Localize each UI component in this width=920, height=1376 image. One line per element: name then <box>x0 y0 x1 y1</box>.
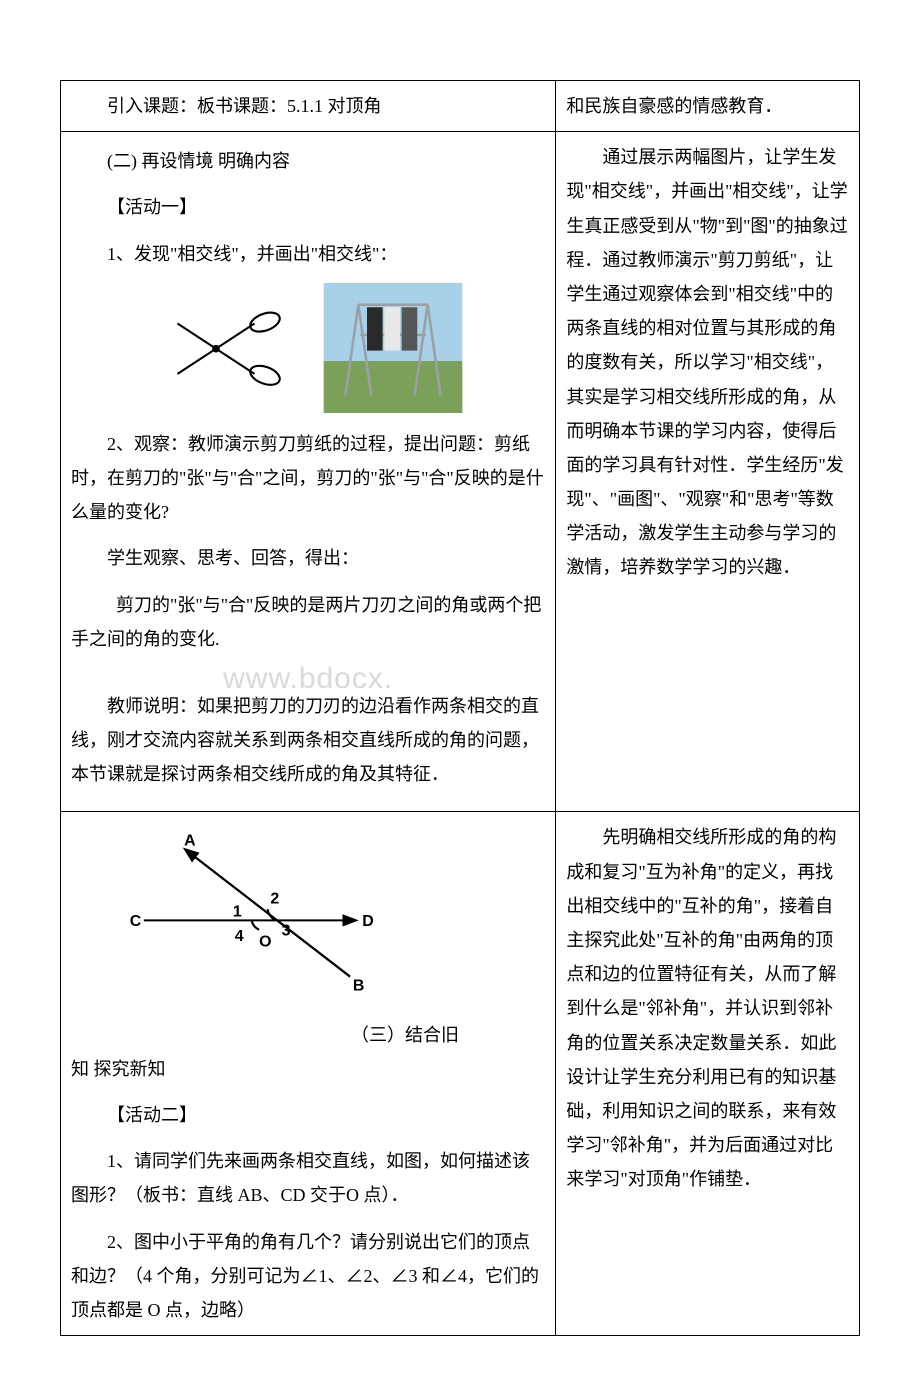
intersecting-lines-diagram: A B C D O 1 2 3 4 <box>111 826 545 1007</box>
r3-right-text: 先明确相交线所形成的角的构成和复习"互为补角"的定义，再找出相交线中的"互补的角… <box>566 820 849 1196</box>
a1-text: 1、发现"相交线"，并画出"相交线"： <box>71 237 545 271</box>
r2-right-text: 通过展示两幅图片，让学生发现"相交线"，并画出"相交线"，让学生真正感受到从"物… <box>566 140 849 584</box>
b2-text: 2、图中小于平角的角有几个？请分别说出它们的顶点和边？（4 个角，分别可记为∠1… <box>71 1225 545 1328</box>
cell-r3-left: A B C D O 1 2 3 4 （三）结合旧 知 探究新知 【活动二】 <box>61 812 556 1336</box>
label-1: 1 <box>233 904 242 921</box>
intro-title: 引入课题：板书课题：5.1.1 对顶角 <box>71 89 545 123</box>
a3-text: 学生观察、思考、回答，得出： <box>71 541 545 575</box>
table-row: (二) 再设情境 明确内容 【活动一】 1、发现"相交线"，并画出"相交线"： <box>61 132 860 812</box>
a2-text: 2、观察：教师演示剪刀剪纸的过程，提出问题：剪纸时，在剪刀的"张"与"合"之间，… <box>71 427 545 530</box>
a5-text: 教师说明：如果把剪刀的刀刃的边沿看作两条相交的直线，刚才交流内容就关系到两条相交… <box>71 689 545 792</box>
label-3: 3 <box>282 923 291 940</box>
cell-r2-right: 通过展示两幅图片，让学生发现"相交线"，并画出"相交线"，让学生真正感受到从"物… <box>556 132 860 812</box>
scissors-icon <box>153 308 293 388</box>
table-row: A B C D O 1 2 3 4 （三）结合旧 知 探究新知 【活动二】 <box>61 812 860 1336</box>
label-O: O <box>259 934 271 951</box>
clothes-rack-icon <box>323 283 463 413</box>
section-2-title: (二) 再设情境 明确内容 <box>71 144 545 178</box>
label-C: C <box>130 913 142 930</box>
activity-2-label: 【活动二】 <box>71 1098 545 1132</box>
label-A: A <box>184 833 196 850</box>
section-3-label: （三）结合旧 <box>351 1025 459 1045</box>
a4-text: 剪刀的"张"与"合"反映的是两片刀刃之间的角或两个把手之间的角的变化. <box>71 588 545 656</box>
activity-1-label: 【活动一】 <box>71 190 545 224</box>
b1-text: 1、请同学们先来画两条相交直线，如图，如何描述该图形？（板书：直线 AB、CD … <box>71 1144 545 1212</box>
label-B: B <box>353 978 365 995</box>
intro-right: 和民族自豪感的情感教育． <box>566 89 849 123</box>
table-row: 引入课题：板书课题：5.1.1 对顶角 和民族自豪感的情感教育． <box>61 81 860 132</box>
label-2: 2 <box>270 891 279 908</box>
cell-r1-right: 和民族自豪感的情感教育． <box>556 81 860 132</box>
section-3-line: （三）结合旧 知 探究新知 <box>71 1018 545 1086</box>
label-D: D <box>362 913 374 930</box>
cell-r2-left: (二) 再设情境 明确内容 【活动一】 1、发现"相交线"，并画出"相交线"： <box>61 132 556 812</box>
cell-r3-right: 先明确相交线所形成的角的构成和复习"互为补角"的定义，再找出相交线中的"互补的角… <box>556 812 860 1336</box>
cell-r1-left: 引入课题：板书课题：5.1.1 对顶角 <box>61 81 556 132</box>
section-3-rest: 知 探究新知 <box>71 1059 166 1079</box>
image-row <box>71 283 545 413</box>
lesson-plan-table: 引入课题：板书课题：5.1.1 对顶角 和民族自豪感的情感教育． (二) 再设情… <box>60 80 860 1336</box>
label-4: 4 <box>235 928 244 945</box>
